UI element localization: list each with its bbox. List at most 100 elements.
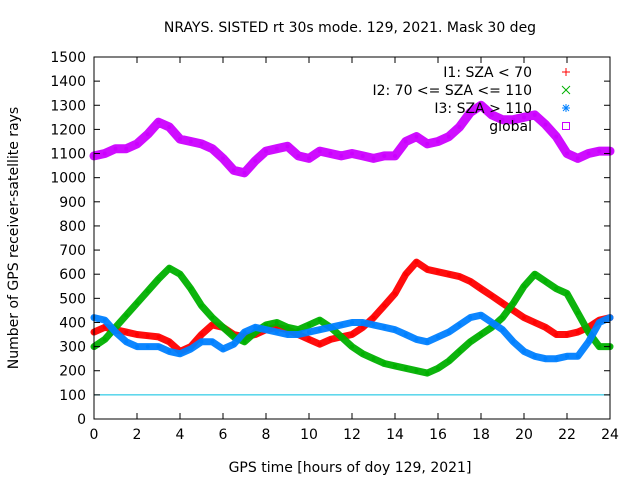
data-point: [522, 284, 526, 289]
data-point: [264, 322, 268, 327]
data-point: [317, 342, 322, 347]
data-point: [457, 349, 462, 354]
data-point: [317, 149, 322, 154]
data-point: [371, 356, 376, 361]
y-tick-label: 1200: [50, 122, 86, 138]
legend-marker-star: [562, 104, 570, 112]
data-point: [328, 337, 333, 342]
data-point: [124, 146, 129, 151]
x-tick-label: 6: [219, 427, 228, 443]
y-tick-label: 1300: [50, 98, 86, 114]
data-point: [231, 168, 236, 173]
data-point: [382, 303, 387, 308]
data-point: [446, 272, 451, 277]
data-point: [274, 320, 279, 325]
data-point: [371, 315, 376, 320]
data-point: [403, 272, 408, 277]
data-point: [178, 272, 182, 277]
x-tick-label: 4: [176, 427, 185, 443]
data-point: [188, 347, 193, 352]
data-point: [296, 332, 301, 337]
data-point: [350, 320, 354, 325]
legend-label: I1: SZA < 70: [443, 65, 532, 81]
data-point: [575, 156, 580, 161]
data-point: [511, 117, 516, 122]
data-point: [500, 327, 505, 332]
data-point: [135, 301, 139, 306]
data-point: [317, 318, 322, 323]
y-tick-label: 1100: [50, 147, 86, 163]
data-point: [221, 325, 225, 330]
data-point: [543, 122, 548, 127]
data-point: [597, 344, 602, 349]
data-point: [446, 134, 451, 139]
data-point: [393, 327, 397, 332]
data-point: [554, 356, 559, 361]
data-point: [479, 103, 483, 108]
data-point: [554, 286, 559, 291]
data-point: [425, 267, 430, 272]
data-point: [446, 359, 451, 364]
data-point: [210, 339, 215, 344]
data-point: [457, 274, 462, 279]
data-point: [393, 291, 397, 296]
data-point: [393, 363, 397, 368]
data-point: [221, 347, 225, 352]
data-point: [156, 120, 161, 125]
data-point: [565, 332, 569, 337]
data-point: [360, 320, 365, 325]
data-point: [360, 153, 365, 158]
data-point: [382, 325, 387, 330]
data-point: [425, 371, 430, 376]
legend-label: global: [489, 119, 532, 135]
data-point: [457, 322, 462, 327]
data-point: [500, 315, 505, 320]
data-point: [210, 146, 215, 151]
data-point: [156, 277, 161, 282]
data-point: [575, 354, 580, 359]
x-tick-label: 20: [515, 427, 533, 443]
data-point: [328, 325, 333, 330]
data-point: [135, 344, 139, 349]
data-point: [135, 141, 139, 146]
data-point: [586, 151, 591, 156]
data-point: [414, 337, 419, 342]
y-tick-label: 100: [59, 388, 86, 404]
data-point: [479, 286, 483, 291]
data-point: [522, 315, 526, 320]
data-point: [554, 332, 559, 337]
x-tick-label: 14: [386, 427, 404, 443]
x-tick-label: 2: [133, 427, 142, 443]
data-point: [156, 344, 161, 349]
data-point: [178, 137, 182, 142]
x-tick-label: 10: [300, 427, 318, 443]
data-point: [382, 361, 387, 366]
data-point: [339, 153, 344, 158]
data-point: [264, 149, 268, 154]
data-point: [543, 279, 548, 284]
legend-label: I3: SZA > 110: [434, 101, 532, 117]
data-point: [554, 134, 559, 139]
data-point: [436, 334, 440, 339]
y-tick-label: 900: [59, 195, 86, 211]
y-tick-label: 600: [59, 267, 86, 283]
data-point: [296, 153, 301, 158]
data-point: [307, 322, 311, 327]
data-point: [468, 339, 473, 344]
y-tick-label: 800: [59, 219, 86, 235]
legend-label: I2: 70 <= SZA <= 110: [372, 83, 532, 99]
x-tick-label: 18: [472, 427, 490, 443]
data-point: [597, 320, 602, 325]
data-point: [393, 153, 397, 158]
data-point: [231, 342, 236, 347]
data-point: [489, 293, 494, 298]
data-point: [339, 334, 344, 339]
plot-area: [89, 56, 615, 420]
y-tick-label: 700: [59, 243, 86, 259]
data-point: [339, 322, 344, 327]
ticks-layer: 0 2 4 6 8 10 12 14 16 18 20 22 240100200300400500600…: [50, 50, 619, 443]
data-point: [403, 332, 408, 337]
data-point: [543, 356, 548, 361]
data-point: [242, 170, 247, 175]
data-point: [468, 110, 473, 115]
